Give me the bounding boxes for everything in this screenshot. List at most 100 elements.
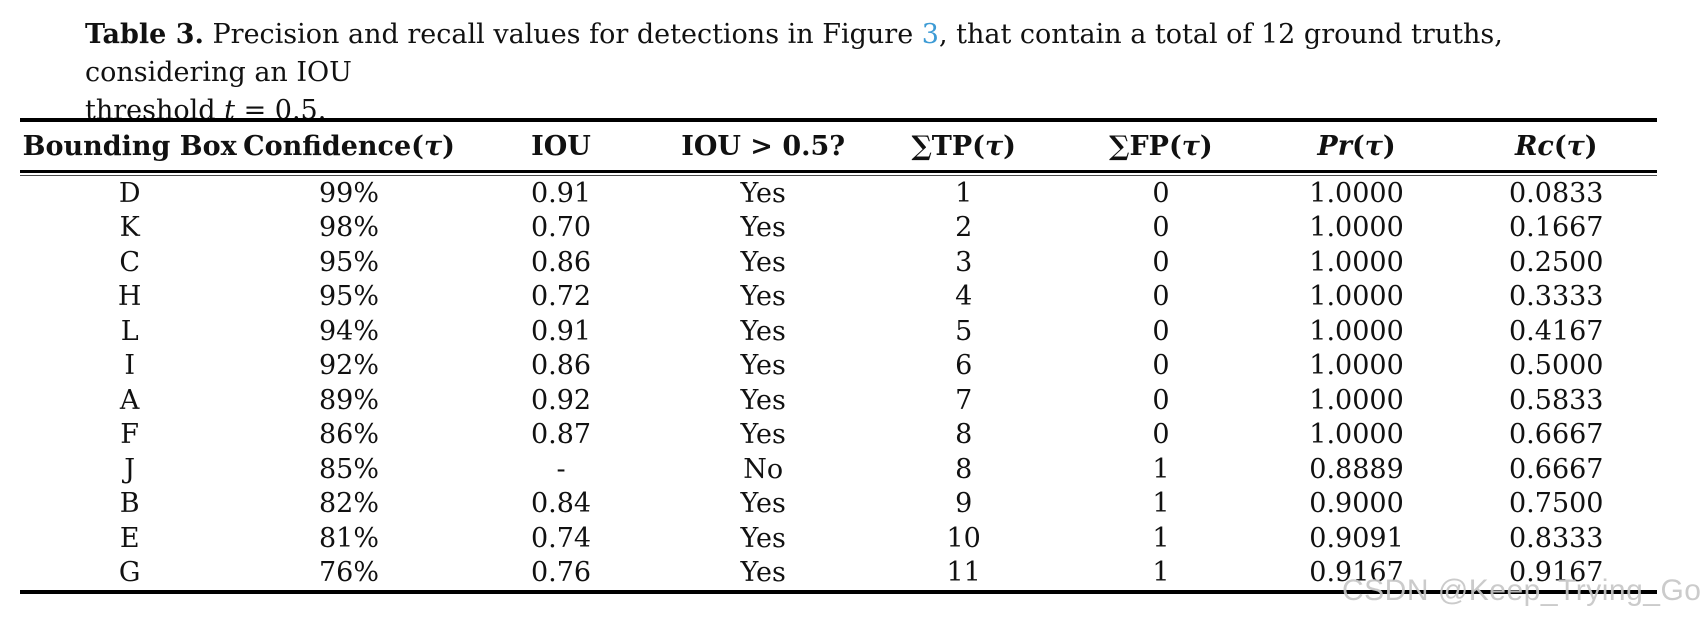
table-cell: Yes <box>740 557 786 589</box>
table-cell: 0.87 <box>530 419 592 451</box>
table-cell: 1.0000 <box>1309 350 1404 382</box>
table-cell: Yes <box>740 212 786 244</box>
table-cell: 1.0000 <box>1309 419 1404 451</box>
header-text-segment: ) <box>1003 130 1016 162</box>
table-row: H 95% 0.72 Yes 4 0 1.0000 0.3333 <box>20 280 1657 315</box>
caption-threshold-var: t <box>224 95 235 126</box>
table-cell: 0.91 <box>530 315 592 347</box>
table-cell: 0.86 <box>530 246 592 278</box>
table-cell: 1.0000 <box>1309 177 1404 209</box>
table-cell: 9 <box>955 488 973 520</box>
header-text-segment: ) <box>442 130 455 162</box>
header-text-segment: ( <box>1351 130 1365 162</box>
table-cell: 0.70 <box>530 212 592 244</box>
table-cell: A <box>119 384 140 416</box>
table-cell: 0.7500 <box>1509 488 1604 520</box>
table-cell: 0.6667 <box>1509 453 1604 485</box>
table-cell: 5 <box>955 315 973 347</box>
header-text-segment: ( <box>1553 130 1567 162</box>
results-table: Bounding Box Confidence(τ) IOU IOU > 0.5? ∑T… <box>20 118 1657 594</box>
table-header-row: Bounding Box Confidence(τ) IOU IOU > 0.5? ∑T… <box>20 122 1657 170</box>
caption-line1: Table 3. Precision and recall values for… <box>85 19 1503 88</box>
table-cell: C <box>119 246 140 278</box>
caption-label: Table 3. <box>85 19 204 50</box>
column-header-confidence: Confidence(τ) <box>239 131 458 162</box>
table-cell: Yes <box>740 350 786 382</box>
table-cell: 0.3333 <box>1509 281 1604 313</box>
table-cell: 1.0000 <box>1309 384 1404 416</box>
table-row: B 82% 0.84 Yes 9 1 0.9000 0.7500 <box>20 487 1657 522</box>
table-cell: 0.72 <box>530 281 592 313</box>
table-row: G 76% 0.76 Yes 11 1 0.9167 0.9167 <box>20 556 1657 591</box>
header-text-segment: ) <box>1199 130 1213 162</box>
table-cell: 0.8889 <box>1309 453 1404 485</box>
header-text-segment: IOU <box>531 130 591 162</box>
header-text-segment: IOU > 0.5? <box>681 130 846 162</box>
table-cell: Yes <box>740 419 786 451</box>
table-cell: 0 <box>1152 315 1170 347</box>
table-cell: Yes <box>740 281 786 313</box>
table-cell: 0.74 <box>530 522 592 554</box>
table-cell: 99% <box>319 177 380 209</box>
table-cell: 0 <box>1152 177 1170 209</box>
table-cell: 10 <box>946 522 981 554</box>
table-cell: 0.92 <box>530 384 592 416</box>
table-cell: 1.0000 <box>1309 281 1404 313</box>
table-cell: 1 <box>1152 522 1170 554</box>
caption-text-2: , that contain a total of 12 ground trut… <box>85 19 1503 88</box>
table-cell: 76% <box>319 557 380 589</box>
table-cell: 0 <box>1152 212 1170 244</box>
table-cell: 0 <box>1152 384 1170 416</box>
table-cell: 0.4167 <box>1509 315 1604 347</box>
header-text-segment: τ <box>1566 130 1585 162</box>
table-cell: 3 <box>955 246 973 278</box>
table-row: C 95% 0.86 Yes 3 0 1.0000 0.2500 <box>20 245 1657 280</box>
table-cell: 1 <box>1152 488 1170 520</box>
header-text-segment: ∑FP( <box>1109 130 1182 162</box>
table-cell: H <box>117 281 142 313</box>
table-cell: 1 <box>1152 453 1170 485</box>
table-cell: 92% <box>319 350 380 382</box>
table-row: E 81% 0.74 Yes 10 1 0.9091 0.8333 <box>20 521 1657 556</box>
table-cell: - <box>556 453 566 485</box>
header-text-segment: τ <box>423 130 443 162</box>
table-cell: 85% <box>319 453 380 485</box>
csdn-watermark: CSDN @Keep_Trying_Go <box>1342 574 1702 607</box>
table-cell: 0.9091 <box>1309 522 1404 554</box>
table-cell: 0.84 <box>530 488 592 520</box>
header-text-segment: ∑TP( <box>911 130 985 162</box>
column-header-recall: Rc(τ) <box>1456 131 1657 162</box>
table-cell: 7 <box>955 384 973 416</box>
table-cell: 0.76 <box>530 557 592 589</box>
table-cell: Yes <box>740 246 786 278</box>
table-cell: 81% <box>319 522 380 554</box>
header-text-segment: τ <box>1364 130 1383 162</box>
figure-3-link[interactable]: 3 <box>921 19 939 50</box>
table-cell: 2 <box>955 212 973 244</box>
table-cell: G <box>118 557 141 589</box>
table-cell: 89% <box>319 384 380 416</box>
table-cell: 1.0000 <box>1309 212 1404 244</box>
table-row: K 98% 0.70 Yes 2 0 1.0000 0.1667 <box>20 211 1657 246</box>
table-cell: Yes <box>740 488 786 520</box>
table-cell: 94% <box>319 315 380 347</box>
table-cell: 0.0833 <box>1509 177 1604 209</box>
table-cell: K <box>119 212 140 244</box>
table-cell: 0 <box>1152 246 1170 278</box>
table-cell: 82% <box>319 488 380 520</box>
table-cell: J <box>124 453 136 485</box>
table-cell: 4 <box>955 281 973 313</box>
table-row: D 99% 0.91 Yes 1 0 1.0000 0.0833 <box>20 176 1657 211</box>
header-text-segment: Confidence( <box>243 130 424 162</box>
header-text-segment: τ <box>984 130 1004 162</box>
table-cell: I <box>124 350 135 382</box>
table-body: D 99% 0.91 Yes 1 0 1.0000 0.0833 K 98% 0.70 Yes 2 0 1.… <box>20 176 1657 590</box>
table-cell: No <box>743 453 784 485</box>
header-text-segment: τ <box>1181 130 1200 162</box>
table-row: F 86% 0.87 Yes 8 0 1.0000 0.6667 <box>20 418 1657 453</box>
table-cell: 0.9167 <box>1309 557 1404 589</box>
table-cell: B <box>119 488 140 520</box>
table-cell: 1 <box>955 177 973 209</box>
table-mid-rule <box>20 170 1657 176</box>
